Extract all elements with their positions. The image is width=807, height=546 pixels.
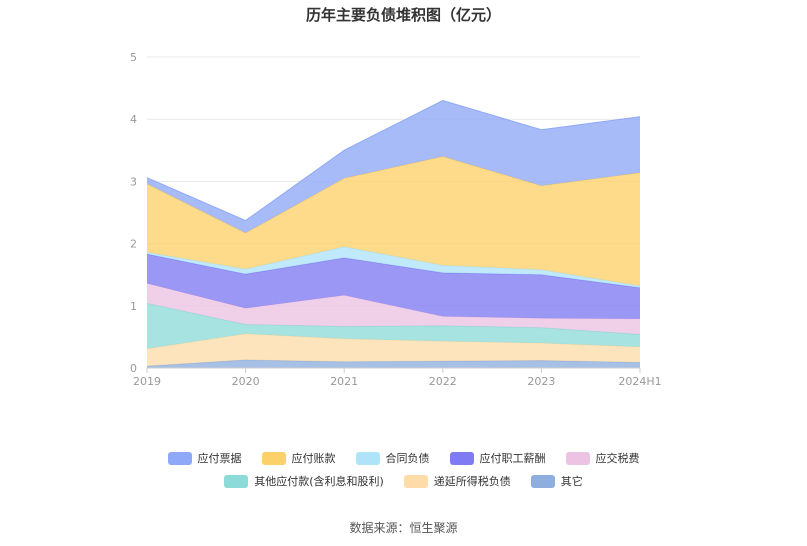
data-source-note: 数据来源：恒生聚源 [349, 521, 458, 535]
area-series-group [146, 100, 641, 368]
x-tick-label: 2020 [232, 375, 260, 388]
legend-swatch [530, 474, 555, 488]
legend-item[interactable]: 合同负债 [355, 450, 430, 466]
legend-label: 其他应付款(含利息和股利) [254, 475, 384, 488]
x-tick-label: 2023 [527, 375, 555, 388]
legend-label: 应付账款 [291, 452, 336, 465]
y-tick-label: 3 [130, 175, 137, 188]
area-series-edge [146, 333, 641, 350]
chart-title: 历年主要负债堆积图（亿元） [305, 6, 501, 24]
legend-swatch [403, 474, 428, 488]
area-series [147, 283, 640, 335]
y-tick-label: 1 [130, 300, 137, 313]
legend-item[interactable]: 其他应付款(含利息和股利) [224, 473, 384, 489]
legend-label: 其它 [560, 475, 583, 488]
legend-swatch [261, 451, 286, 465]
y-tick-label: 0 [130, 362, 137, 375]
x-tick-label: 2024H1 [618, 375, 661, 388]
area-series [147, 100, 640, 234]
legend-item[interactable]: 应交税费 [565, 450, 640, 466]
legend-swatch [167, 451, 192, 465]
legend-item[interactable]: 其它 [530, 473, 583, 489]
legend-item[interactable]: 应付职工薪酬 [449, 450, 546, 466]
legend-swatch [449, 451, 474, 465]
legend-row: 应付票据 应付账款 合同负债 应付职工薪酬 应交税费 [0, 450, 807, 466]
y-tick-label: 2 [130, 238, 137, 251]
x-tick-label: 2019 [133, 375, 161, 388]
legend-item[interactable]: 递延所得税负债 [403, 473, 511, 489]
legend-item[interactable]: 应付账款 [261, 450, 336, 466]
y-tick-label: 4 [130, 113, 137, 126]
legend-label: 应付职工薪酬 [479, 452, 546, 465]
x-tick-label: 2022 [429, 375, 457, 388]
area-series-edge [146, 246, 641, 287]
legend-row: 其他应付款(含利息和股利) 递延所得税负债 其它 [0, 473, 807, 489]
area-series [147, 156, 640, 286]
legend-label: 应交税费 [595, 452, 640, 465]
legend-swatch [355, 451, 380, 465]
area-series-edge [146, 100, 641, 222]
legend-swatch [224, 474, 249, 488]
legend-label: 应付票据 [197, 452, 242, 465]
legend-item[interactable]: 应付票据 [167, 450, 242, 466]
legend-label: 合同负债 [385, 452, 430, 465]
legend-label: 递延所得税负债 [433, 475, 511, 488]
x-tick-label: 2021 [330, 375, 358, 388]
area-series [147, 333, 640, 367]
legend-swatch [565, 451, 590, 465]
legend: 应付票据 应付账款 合同负债 应付职工薪酬 应交税费 其他应付款(含利息和股利) 递延所得… [0, 450, 807, 496]
area-series [147, 359, 640, 368]
axes: 0 1 2 3 4 5 2019 2020 2021 2022 2023 2024H1 [130, 51, 662, 388]
y-tick-label: 5 [130, 51, 137, 64]
